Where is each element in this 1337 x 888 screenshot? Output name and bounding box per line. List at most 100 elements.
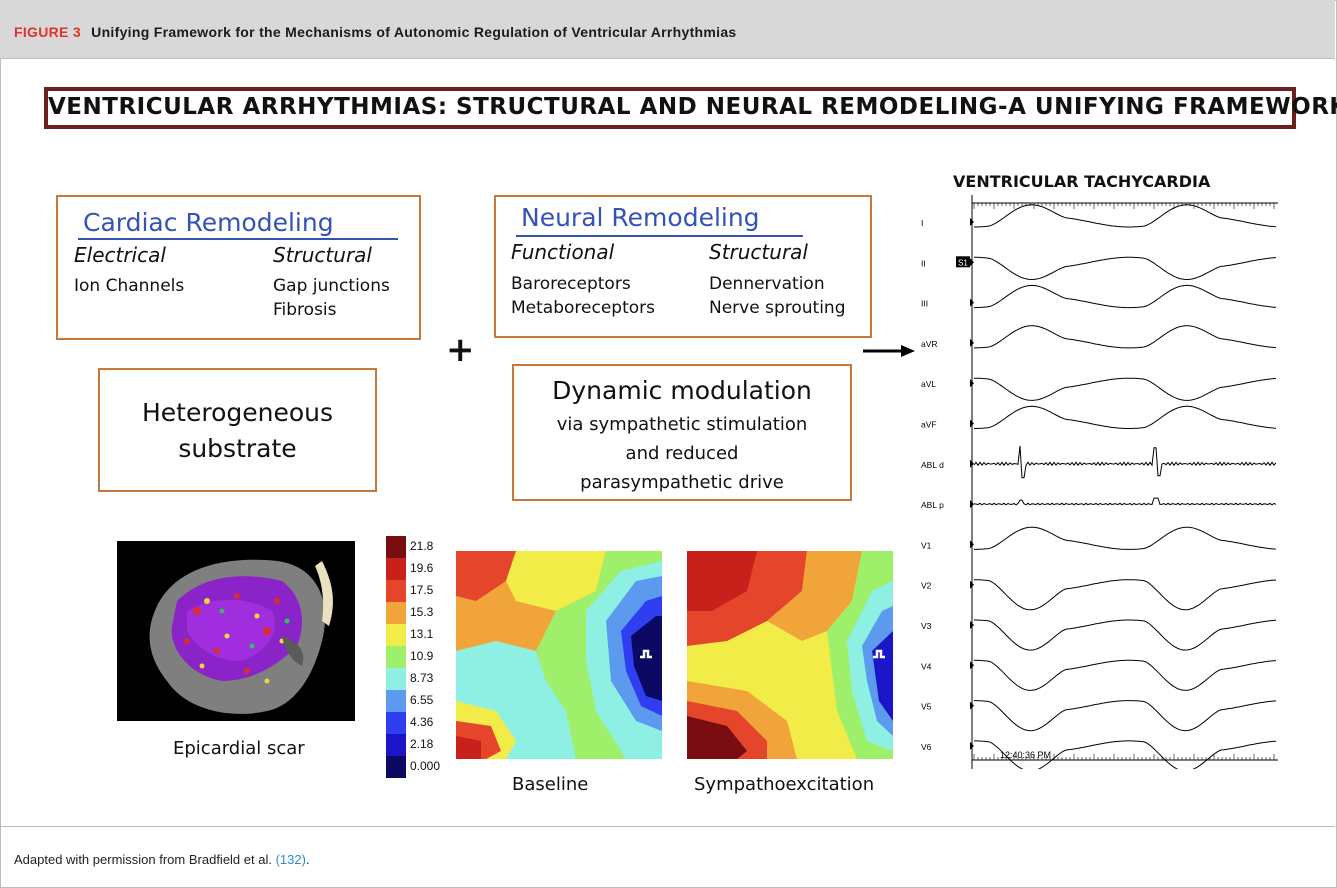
substrate-box bbox=[98, 368, 377, 492]
ecg-lead-label: V3 bbox=[921, 621, 932, 631]
ecg-lead-label: aVL bbox=[921, 379, 936, 389]
ecg-waveform bbox=[974, 526, 1277, 550]
color-scale-label: 2.18 bbox=[410, 737, 434, 751]
ecg-lead-marker bbox=[970, 338, 974, 347]
footer-end: . bbox=[305, 852, 310, 867]
cardiac-title-underline bbox=[78, 238, 398, 240]
ecg-lead-marker bbox=[970, 218, 974, 226]
ecg-lead-marker bbox=[970, 540, 974, 549]
ecg-lead-marker bbox=[970, 621, 974, 629]
baseline-caption: Baseline bbox=[512, 774, 589, 795]
color-scale-label: 4.36 bbox=[410, 715, 434, 729]
neural-functional-item: Baroreceptors bbox=[511, 274, 631, 294]
neural-remodeling-box bbox=[494, 195, 872, 338]
color-scale-label: 21.8 bbox=[410, 539, 434, 553]
cardiac-structural-heading: Structural bbox=[273, 243, 372, 267]
footer-reference-link[interactable]: (132) bbox=[275, 852, 306, 867]
sympathoexcitation-map bbox=[687, 551, 893, 759]
footer-divider bbox=[0, 826, 1335, 827]
ecg-waveform bbox=[974, 579, 1277, 611]
neural-structural-heading: Structural bbox=[709, 240, 808, 264]
ecg-lead-marker bbox=[970, 419, 974, 428]
color-scale-swatch bbox=[386, 756, 406, 778]
cardiac-electrical-item: Ion Channels bbox=[74, 276, 185, 296]
ecg-waveform bbox=[974, 325, 1277, 349]
ecg-lead-label: ABL d bbox=[921, 460, 944, 470]
color-scale-label: 10.9 bbox=[410, 649, 434, 663]
ecg-lead-marker bbox=[970, 580, 974, 589]
ecg-waveform bbox=[974, 700, 1277, 732]
sympathoexcitation-caption: Sympathoexcitation bbox=[694, 774, 875, 795]
ecg-lead-marker bbox=[970, 661, 974, 670]
color-scale-swatch bbox=[386, 668, 406, 690]
ecg-lead-label: aVF bbox=[921, 420, 937, 430]
color-scale-swatch bbox=[386, 690, 406, 712]
ecg-lead-marker bbox=[970, 258, 974, 267]
s1-tag bbox=[956, 256, 970, 268]
neural-title-underline bbox=[516, 235, 803, 237]
figure-caption: Unifying Framework for the Mechanisms of… bbox=[91, 24, 737, 40]
dynamic-line-2: via sympathetic stimulation bbox=[556, 414, 808, 435]
color-scale-swatch bbox=[386, 558, 406, 580]
footer-credit: Adapted with permission from Bradfield e… bbox=[14, 852, 310, 867]
header-divider bbox=[0, 58, 1335, 59]
color-scale-label: 19.6 bbox=[410, 561, 434, 575]
color-scale-label: 13.1 bbox=[410, 627, 434, 641]
ecg-lead-marker bbox=[970, 701, 974, 710]
color-scale-label: 0.000 bbox=[410, 759, 441, 773]
ecg-waveform bbox=[973, 497, 1277, 506]
substrate-line-2: substrate bbox=[178, 434, 297, 463]
vt-title: VENTRICULAR TACHYCARDIA bbox=[953, 172, 1211, 191]
dynamic-modulation-box bbox=[512, 364, 852, 501]
ecg-lead-marker bbox=[970, 741, 974, 750]
ecg-lead-label: III bbox=[921, 299, 928, 309]
dynamic-line-3: and reduced bbox=[625, 443, 739, 464]
neural-functional-heading: Functional bbox=[511, 240, 615, 264]
ecg-waveform bbox=[974, 284, 1277, 309]
cardiac-remodeling-box bbox=[56, 195, 421, 340]
color-scale-swatch bbox=[386, 602, 406, 624]
color-scale-label: 6.55 bbox=[410, 693, 434, 707]
ecg-waveform bbox=[974, 405, 1277, 429]
epicardial-scar-map bbox=[117, 541, 355, 721]
figure-label: FIGURE 3 Unifying Framework for the Mech… bbox=[14, 24, 737, 40]
color-scale-swatch bbox=[386, 712, 406, 734]
neural-functional-item: Metaboreceptors bbox=[511, 298, 655, 318]
ecg-lead-marker bbox=[970, 459, 974, 468]
main-title-box: VENTRICULAR ARRHYTHMIAS: STRUCTURAL AND … bbox=[44, 87, 1337, 129]
ecg-lead-marker bbox=[970, 500, 974, 509]
cardiac-remodeling-title: Cardiac Remodeling bbox=[83, 208, 334, 237]
ecg-waveform bbox=[974, 659, 1277, 691]
substrate-line-1: Heterogeneous bbox=[141, 398, 334, 427]
main-title: VENTRICULAR ARRHYTHMIAS: STRUCTURAL AND … bbox=[48, 94, 1337, 120]
neural-remodeling-title: Neural Remodeling bbox=[521, 203, 760, 232]
ecg-lead-label: ABL p bbox=[921, 500, 944, 510]
ecg-waveform bbox=[974, 256, 1277, 281]
right-arrow-icon bbox=[863, 345, 915, 357]
ecg-waveform bbox=[974, 377, 1277, 401]
ecg-lead-label: V1 bbox=[921, 540, 932, 550]
ecg-lead-label: V6 bbox=[921, 742, 932, 752]
neural-structural-item: Dennervation bbox=[709, 274, 825, 294]
dynamic-line-4: parasympathetic drive bbox=[580, 472, 784, 493]
ecg-waveform bbox=[974, 740, 1277, 769]
baseline-map bbox=[456, 551, 662, 759]
ecg-lead-label: I bbox=[921, 218, 923, 228]
cardiac-structural-item: Fibrosis bbox=[273, 300, 337, 320]
ecg-lead-label: II bbox=[921, 258, 926, 268]
cardiac-structural-item: Gap junctions bbox=[273, 276, 390, 296]
ecg-waveform bbox=[973, 445, 1277, 479]
cardiac-electrical-heading: Electrical bbox=[74, 243, 166, 267]
ecg-waveform bbox=[974, 619, 1277, 651]
color-scale-label: 8.73 bbox=[410, 671, 434, 685]
figure-number: FIGURE 3 bbox=[14, 24, 81, 40]
neural-structural-item: Nerve sprouting bbox=[709, 298, 846, 318]
color-scale-label: 17.5 bbox=[410, 583, 434, 597]
color-scale-swatch bbox=[386, 646, 406, 668]
color-scale-swatch bbox=[386, 580, 406, 602]
color-scale-swatch bbox=[386, 734, 406, 756]
color-scale-swatch bbox=[386, 624, 406, 646]
ecg-lead-label: V2 bbox=[921, 581, 932, 591]
s1-tag-label: S1 bbox=[958, 258, 968, 267]
